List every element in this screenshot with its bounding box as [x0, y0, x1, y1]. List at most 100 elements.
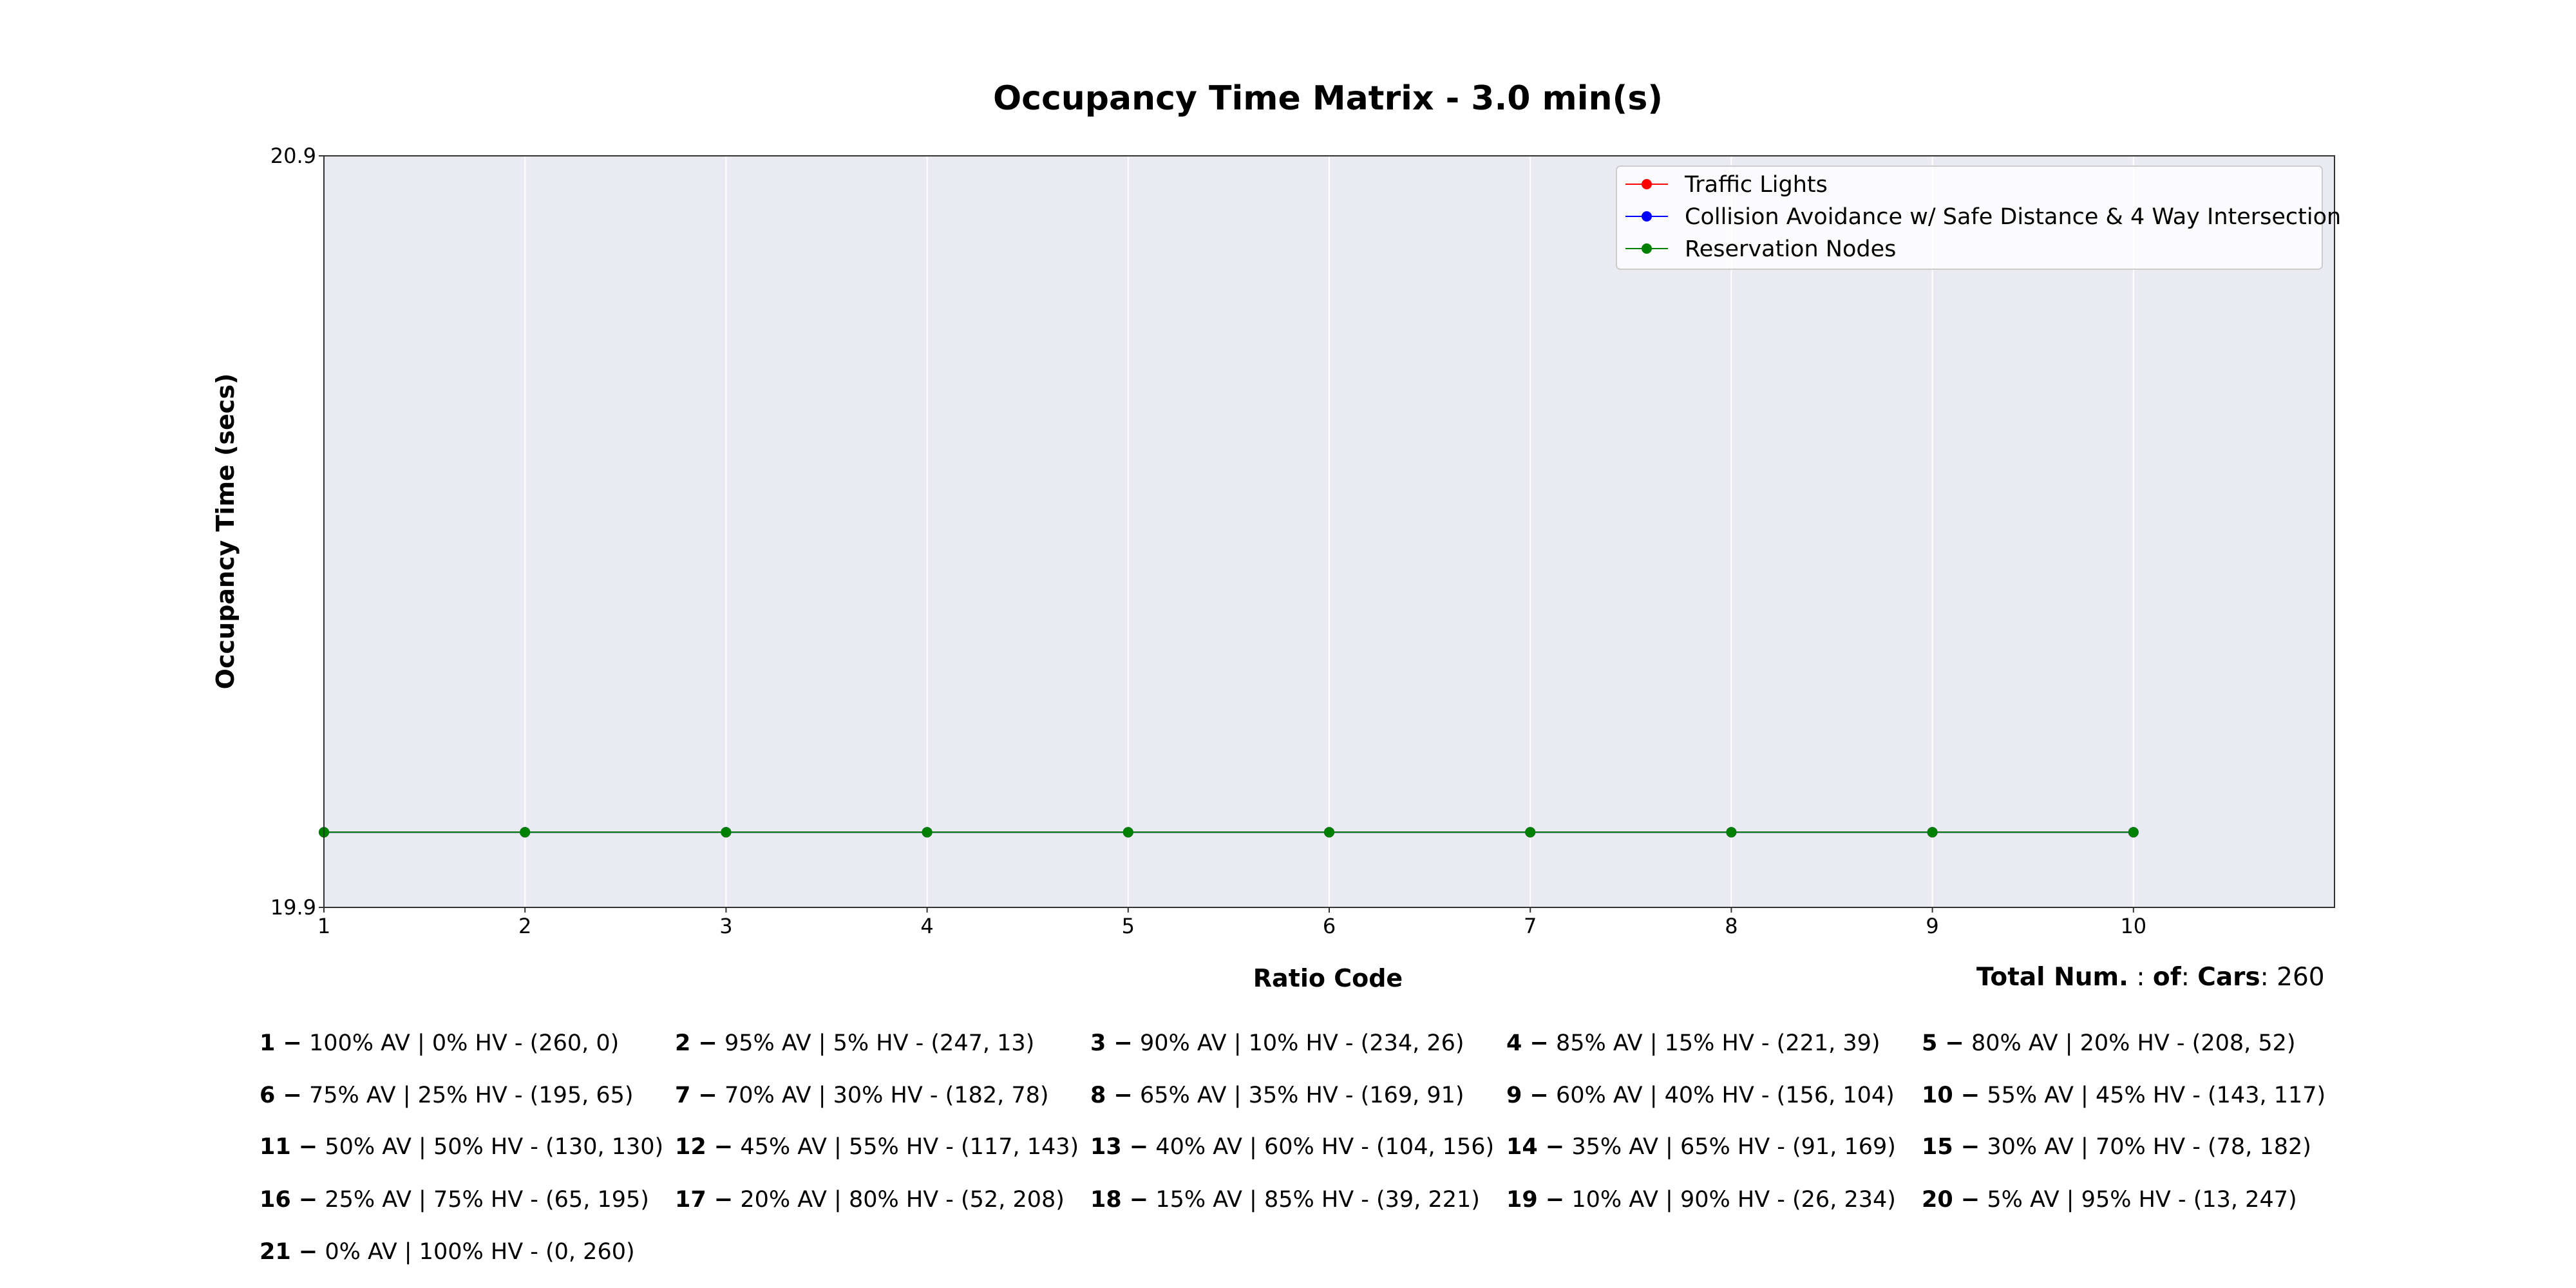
axis-ticks: 1 2 3 4 5 6 7 8 9 10 20.9 19.9 — [270, 144, 2146, 938]
y-axis-label: Occupancy Time (secs) — [211, 374, 240, 690]
ratio-code-item: 13 − 40% AV | 60% HV - (104, 156) — [1090, 1134, 1494, 1160]
legend-marker-reservation-nodes — [1642, 243, 1652, 254]
total-part-total-num: Total Num. — [1976, 963, 2128, 992]
ratio-code-item: 21 − 0% AV | 100% HV - (0, 260) — [260, 1239, 635, 1265]
ratio-code-item: 19 − 10% AV | 90% HV - (26, 234) — [1506, 1187, 1896, 1213]
x-tick-label: 8 — [1725, 914, 1738, 938]
ratio-code-item: 17 − 20% AV | 80% HV - (52, 208) — [675, 1187, 1065, 1213]
ratio-code-description: 20% AV | 80% HV - (52, 208) — [733, 1187, 1065, 1213]
x-axis-label: Ratio Code — [1253, 964, 1403, 992]
total-part-sep-1: : — [2128, 963, 2153, 992]
ratio-code-item: 20 − 5% AV | 95% HV - (13, 247) — [1922, 1187, 2297, 1213]
ratio-code-number: 4 − — [1506, 1030, 1549, 1056]
legend-marker-collision-avoidance — [1642, 211, 1652, 222]
ratio-code-description: 65% AV | 35% HV - (169, 91) — [1132, 1083, 1464, 1108]
ratio-code-number: 2 − — [675, 1030, 717, 1056]
x-tick-label: 10 — [2120, 914, 2146, 938]
ratio-code-item: 3 − 90% AV | 10% HV - (234, 26) — [1090, 1030, 1464, 1056]
x-tick-label: 3 — [719, 914, 732, 938]
x-tick-label: 6 — [1323, 914, 1336, 938]
ratio-code-item: 15 − 30% AV | 70% HV - (78, 182) — [1922, 1134, 2311, 1160]
chart-title: Occupancy Time Matrix - 3.0 min(s) — [993, 79, 1663, 118]
ratio-code-number: 8 − — [1090, 1083, 1133, 1108]
series-point — [520, 827, 531, 838]
x-tick-label: 9 — [1926, 914, 1938, 938]
ratio-code-item: 12 − 45% AV | 55% HV - (117, 143) — [675, 1134, 1079, 1160]
ratio-code-item: 18 − 15% AV | 85% HV - (39, 221) — [1090, 1187, 1480, 1213]
ratio-code-description: 0% AV | 100% HV - (0, 260) — [317, 1239, 635, 1265]
ratio-code-number: 13 − — [1090, 1134, 1149, 1160]
ratio-code-description: 75% AV | 25% HV - (195, 65) — [301, 1083, 634, 1108]
series-point — [1525, 827, 1536, 838]
y-tick-label: 19.9 — [270, 895, 316, 920]
x-tick-label: 4 — [920, 914, 933, 938]
ratio-code-number: 16 − — [260, 1187, 318, 1213]
series-point — [721, 827, 732, 838]
legend-entry-collision-avoidance: Collision Avoidance w/ Safe Distance & 4… — [1685, 204, 2341, 230]
ratio-code-item: 5 − 80% AV | 20% HV - (208, 52) — [1922, 1030, 2296, 1056]
series-point — [922, 827, 933, 838]
x-tick-label: 2 — [518, 914, 531, 938]
total-part-sep-2: : — [2181, 963, 2198, 992]
ratio-code-item: 10 − 55% AV | 45% HV - (143, 117) — [1922, 1083, 2325, 1108]
legend-entry-traffic-lights: Traffic Lights — [1684, 172, 1828, 198]
ratio-code-number: 3 − — [1090, 1030, 1133, 1056]
series-point — [2128, 827, 2139, 838]
x-tick-label: 5 — [1122, 914, 1135, 938]
ratio-code-description: 30% AV | 70% HV - (78, 182) — [1980, 1134, 2311, 1160]
ratio-code-number: 19 − — [1506, 1187, 1565, 1213]
ratio-code-number: 14 − — [1506, 1134, 1565, 1160]
ratio-code-number: 21 − — [260, 1239, 318, 1265]
ratio-code-description: 45% AV | 55% HV - (117, 143) — [733, 1134, 1079, 1160]
ratio-code-number: 18 − — [1090, 1187, 1149, 1213]
x-tick-label: 7 — [1524, 914, 1537, 938]
ratio-code-description: 40% AV | 60% HV - (104, 156) — [1148, 1134, 1495, 1160]
ratio-code-number: 15 − — [1922, 1134, 1980, 1160]
ratio-code-description: 15% AV | 85% HV - (39, 221) — [1148, 1187, 1480, 1213]
ratio-code-description: 5% AV | 95% HV - (13, 247) — [1980, 1187, 2297, 1213]
total-cars-label: Total Num. : of: Cars: 260 — [1976, 963, 2325, 992]
y-tick-label: 20.9 — [270, 144, 316, 168]
ratio-code-description: 70% AV | 30% HV - (182, 78) — [717, 1083, 1049, 1108]
total-cars-value: 260 — [2277, 963, 2324, 992]
ratio-code-number: 7 − — [675, 1083, 717, 1108]
ratio-code-description: 10% AV | 90% HV - (26, 234) — [1564, 1187, 1896, 1213]
ratio-code-description: 60% AV | 40% HV - (156, 104) — [1548, 1083, 1895, 1108]
legend-marker-traffic-lights — [1642, 179, 1652, 189]
total-part-cars: Cars — [2197, 963, 2260, 992]
series-point — [1927, 827, 1938, 838]
ratio-code-description: 35% AV | 65% HV - (91, 169) — [1564, 1134, 1896, 1160]
ratio-code-description: 80% AV | 20% HV - (208, 52) — [1964, 1030, 2296, 1056]
ratio-code-item: 6 − 75% AV | 25% HV - (195, 65) — [260, 1083, 634, 1108]
ratio-code-item: 7 − 70% AV | 30% HV - (182, 78) — [675, 1083, 1049, 1108]
ratio-code-description: 90% AV | 10% HV - (234, 26) — [1132, 1030, 1464, 1056]
ratio-code-description: 95% AV | 5% HV - (247, 13) — [717, 1030, 1035, 1056]
ratio-code-number: 12 − — [675, 1134, 734, 1160]
legend-entry-reservation-nodes: Reservation Nodes — [1685, 236, 1896, 262]
ratio-code-number: 10 − — [1922, 1083, 1980, 1108]
ratio-code-number: 11 − — [260, 1134, 318, 1160]
ratio-code-item: 9 − 60% AV | 40% HV - (156, 104) — [1506, 1083, 1895, 1108]
x-tick-label: 1 — [317, 914, 330, 938]
ratio-code-item: 2 − 95% AV | 5% HV - (247, 13) — [675, 1030, 1034, 1056]
series-point — [1122, 827, 1133, 838]
legend: Traffic Lights Collision Avoidance w/ Sa… — [1616, 166, 2341, 270]
ratio-code-number: 5 − — [1922, 1030, 1964, 1056]
ratio-code-description: 50% AV | 50% HV - (130, 130) — [317, 1134, 664, 1160]
ratio-code-item: 14 − 35% AV | 65% HV - (91, 169) — [1506, 1134, 1896, 1160]
legend-box — [1616, 166, 2323, 270]
ratio-code-description: 85% AV | 15% HV - (221, 39) — [1548, 1030, 1880, 1056]
series-layer — [319, 827, 2139, 838]
series-point — [1324, 827, 1334, 838]
total-part-sep-3: : — [2260, 963, 2277, 992]
grid-lines — [323, 156, 2134, 907]
ratio-code-description: 100% AV | 0% HV - (260, 0) — [301, 1030, 620, 1056]
ratio-code-description: 25% AV | 75% HV - (65, 195) — [317, 1187, 649, 1213]
ratio-code-item: 8 − 65% AV | 35% HV - (169, 91) — [1090, 1083, 1464, 1108]
ratio-code-item: 1 − 100% AV | 0% HV - (260, 0) — [260, 1030, 619, 1056]
series-2 — [319, 827, 2139, 838]
ratio-code-number: 1 − — [260, 1030, 302, 1056]
ratio-code-item: 11 − 50% AV | 50% HV - (130, 130) — [260, 1134, 663, 1160]
ratio-code-item: 4 − 85% AV | 15% HV - (221, 39) — [1506, 1030, 1880, 1056]
